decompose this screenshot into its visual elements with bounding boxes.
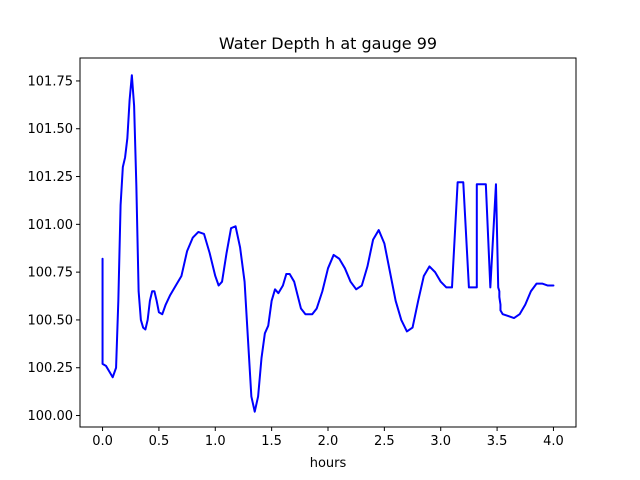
y-tick-label: 101.00 — [28, 218, 74, 233]
x-tick-label: 1.5 — [261, 434, 282, 449]
y-tick-label: 101.25 — [28, 170, 74, 185]
x-axis-label: hours — [310, 456, 347, 471]
x-tick-label: 1.0 — [205, 434, 226, 449]
y-axis-ticks: 100.00 100.25 100.50 100.75 101.00 101.25 101.… — [28, 74, 80, 424]
x-tick-label: 0.0 — [92, 434, 113, 449]
series-layer — [101, 74, 555, 413]
x-tick-label: 2.5 — [374, 434, 395, 449]
x-axis-ticks: 0.0 0.5 1.0 1.5 2.0 2.5 3.0 3.5 4.0 — [92, 427, 564, 449]
chart-title: Water Depth h at gauge 99 — [219, 34, 437, 53]
x-tick-label: 4.0 — [543, 434, 564, 449]
y-tick-label: 100.25 — [28, 361, 74, 376]
plot-frame — [79, 57, 577, 428]
x-tick-label: 3.5 — [487, 434, 508, 449]
x-tick-label: 3.0 — [430, 434, 451, 449]
x-tick-label: 2.0 — [318, 434, 339, 449]
y-tick-label: 101.75 — [28, 74, 74, 89]
y-tick-label: 100.50 — [28, 313, 74, 328]
y-tick-label: 100.00 — [28, 409, 74, 424]
series-line — [101, 74, 555, 413]
y-tick-label: 101.50 — [28, 122, 74, 137]
x-tick-label: 0.5 — [149, 434, 170, 449]
y-tick-label: 100.75 — [28, 266, 74, 281]
